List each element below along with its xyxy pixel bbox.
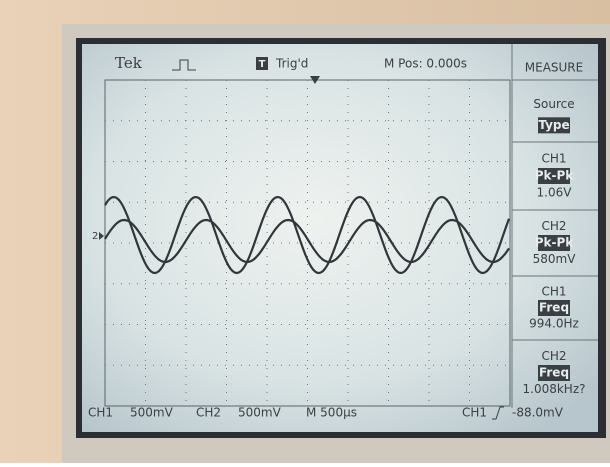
menu-highlight [538,235,570,251]
menu-text: CH2 [541,349,566,363]
trigger-source: CH1 [462,406,487,420]
ch1-label: CH1 [88,406,113,420]
ch1-trace [104,195,511,275]
trigger-status: Trig'd [275,57,308,71]
ch2-label: CH2 [196,406,221,420]
menu-text: Source [533,97,574,111]
waveforms [104,195,511,275]
menu-text: Pk-Pk [535,169,575,183]
menu-text: 580mV [533,252,577,266]
measure-menu: Source Type CH1 Pk-Pk 1.06V CH2 Pk-Pk 580mV CH1 F… [512,79,598,396]
menu-text: CH2 [541,219,566,233]
ch2-scale: 500mV [238,406,282,420]
horizontal-position: M Pos: 0.000s [384,57,467,71]
trigger-level: -88.0mV [512,406,564,420]
menu-highlight [538,300,570,316]
menu-text: CH1 [541,152,566,166]
marker-arrow [99,232,104,240]
menu-text: 994.0Hz [529,317,579,331]
menu-text: Freq [539,301,569,315]
menu-highlight [538,365,570,381]
brand: Tek [115,54,143,72]
trigger-icon-box [256,57,268,70]
ch2-ground-marker: 2 [92,231,98,242]
menu-text: Type [538,118,569,132]
trigger-position-marker [310,76,320,84]
menu-text: CH1 [541,285,566,299]
menu-title: MEASURE [525,61,583,75]
timebase: M 500µs [306,406,357,420]
menu-highlight [538,117,570,134]
menu-text: 1.008kHz? [523,382,586,396]
screen [82,44,598,432]
trigger-slope-icon [492,406,504,420]
ch1-scale: 500mV [130,406,174,420]
menu-text: Pk-Pk [535,236,575,250]
trigger-icon: T [259,59,266,70]
trigger-mode-icon [172,59,196,71]
menu-text: Freq [539,366,569,380]
ch2-trace [104,218,510,264]
menu-highlight [538,168,570,184]
menu-text: 1.06V [537,186,573,200]
